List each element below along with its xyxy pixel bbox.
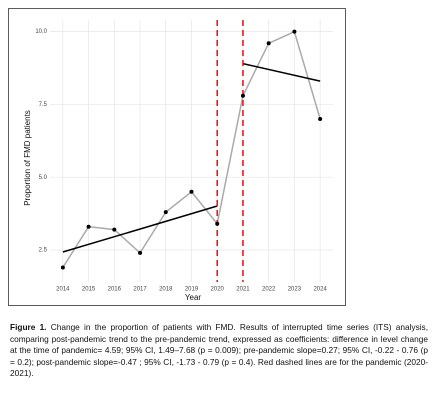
y-axis-label: Proportion of FMD patients xyxy=(23,110,32,206)
x-tick-label: 2017 xyxy=(133,287,147,293)
figure: Year Proportion of FMD patients 10.0 7.5 5… xyxy=(8,8,346,306)
x-tick-label: 2023 xyxy=(288,287,302,293)
y-tick-label: 7.5 xyxy=(39,102,48,108)
data-point xyxy=(138,250,143,255)
data-point xyxy=(86,224,91,229)
data-point xyxy=(318,116,323,121)
data-point xyxy=(266,41,271,46)
caption-text: Change in the proportion of patients wit… xyxy=(10,322,429,379)
caption: Figure 1. Change in the proportion of pa… xyxy=(10,322,428,380)
x-tick-label: 2022 xyxy=(262,287,276,293)
data-point xyxy=(292,29,297,34)
y-tick-label: 2.5 xyxy=(39,248,48,254)
data-point xyxy=(215,221,220,226)
y-tick-label: 5.0 xyxy=(39,175,48,181)
data-point xyxy=(240,93,245,98)
data-point xyxy=(189,189,194,194)
x-tick-label: 2016 xyxy=(108,287,122,293)
trend-line xyxy=(62,205,218,253)
x-tick-label: 2014 xyxy=(56,287,70,293)
data-point xyxy=(112,227,117,232)
x-tick-label: 2019 xyxy=(185,287,199,293)
x-tick-label: 2020 xyxy=(211,287,225,293)
y-tick-label: 10.0 xyxy=(35,29,47,35)
x-tick-label: 2018 xyxy=(159,287,173,293)
caption-label: Figure 1. xyxy=(10,322,47,332)
x-tick-label: 2024 xyxy=(313,287,327,293)
x-tick-label: 2021 xyxy=(236,287,250,293)
data-point xyxy=(163,210,168,215)
trend-line xyxy=(242,62,321,82)
data-point xyxy=(60,265,65,270)
x-axis-label: Year xyxy=(185,293,202,302)
x-tick-label: 2015 xyxy=(82,287,96,293)
